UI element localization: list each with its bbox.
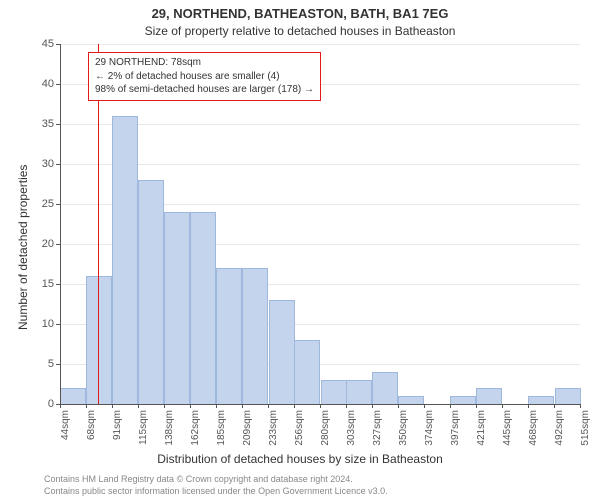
- histogram-bar: [450, 396, 476, 404]
- histogram-bar: [398, 396, 424, 404]
- x-tick-label: 397sqm: [450, 410, 452, 446]
- annotation-line-2: ← 2% of detached houses are smaller (4): [95, 70, 314, 84]
- histogram-bar: [346, 380, 372, 404]
- x-tick-label: 350sqm: [398, 410, 400, 446]
- footer-line-1: Contains HM Land Registry data © Crown c…: [0, 474, 600, 484]
- chart-subtitle: Size of property relative to detached ho…: [0, 24, 600, 38]
- chart-plot-area: 29 NORTHEND: 78sqm ← 2% of detached hous…: [60, 44, 580, 404]
- histogram-bar: [528, 396, 554, 404]
- x-tick-label: 280sqm: [320, 410, 322, 446]
- x-tick-label: 115sqm: [138, 410, 140, 445]
- x-tick-label: 44sqm: [60, 410, 62, 440]
- grid-line: [60, 164, 580, 165]
- x-tick-label: 256sqm: [294, 410, 296, 446]
- x-tick-label: 303sqm: [346, 410, 348, 446]
- histogram-bar: [112, 116, 138, 404]
- histogram-bar: [242, 268, 268, 404]
- x-tick-label: 162sqm: [190, 410, 192, 446]
- y-axis-title: Number of detached properties: [16, 165, 30, 330]
- x-tick-label: 138sqm: [164, 410, 166, 446]
- histogram-bar: [190, 212, 216, 404]
- histogram-bar: [164, 212, 190, 404]
- footer-line-2: Contains public sector information licen…: [0, 486, 600, 496]
- grid-line: [60, 124, 580, 125]
- x-tick-label: 327sqm: [372, 410, 374, 446]
- annotation-box: 29 NORTHEND: 78sqm ← 2% of detached hous…: [88, 52, 321, 101]
- x-tick-label: 515sqm: [580, 410, 582, 446]
- x-tick-label: 492sqm: [554, 410, 556, 446]
- histogram-bar: [372, 372, 398, 404]
- histogram-bar: [60, 388, 86, 404]
- x-tick-label: 445sqm: [502, 410, 504, 446]
- histogram-bar: [86, 276, 112, 404]
- page-title: 29, NORTHEND, BATHEASTON, BATH, BA1 7EG: [0, 6, 600, 21]
- grid-line: [60, 44, 580, 45]
- histogram-bar: [216, 268, 242, 404]
- x-tick-label: 91sqm: [112, 410, 114, 440]
- x-axis-line: [60, 404, 580, 405]
- x-tick-label: 233sqm: [268, 410, 270, 446]
- x-tick-label: 209sqm: [242, 410, 244, 446]
- histogram-bar: [269, 300, 295, 404]
- histogram-bar: [321, 380, 347, 404]
- x-tick-label: 185sqm: [216, 410, 218, 446]
- histogram-bar: [476, 388, 502, 404]
- annotation-line-3: 98% of semi-detached houses are larger (…: [95, 83, 314, 97]
- x-axis-title: Distribution of detached houses by size …: [0, 452, 600, 466]
- histogram-bar: [294, 340, 320, 404]
- x-tick-label: 374sqm: [424, 410, 426, 446]
- x-tick-label: 468sqm: [528, 410, 530, 446]
- x-tick-label: 421sqm: [476, 410, 478, 446]
- x-tick-mark: [580, 404, 581, 408]
- x-tick-label: 68sqm: [86, 410, 88, 440]
- annotation-line-1: 29 NORTHEND: 78sqm: [95, 56, 314, 70]
- y-axis-line: [60, 44, 61, 404]
- histogram-bar: [555, 388, 581, 404]
- histogram-bar: [138, 180, 164, 404]
